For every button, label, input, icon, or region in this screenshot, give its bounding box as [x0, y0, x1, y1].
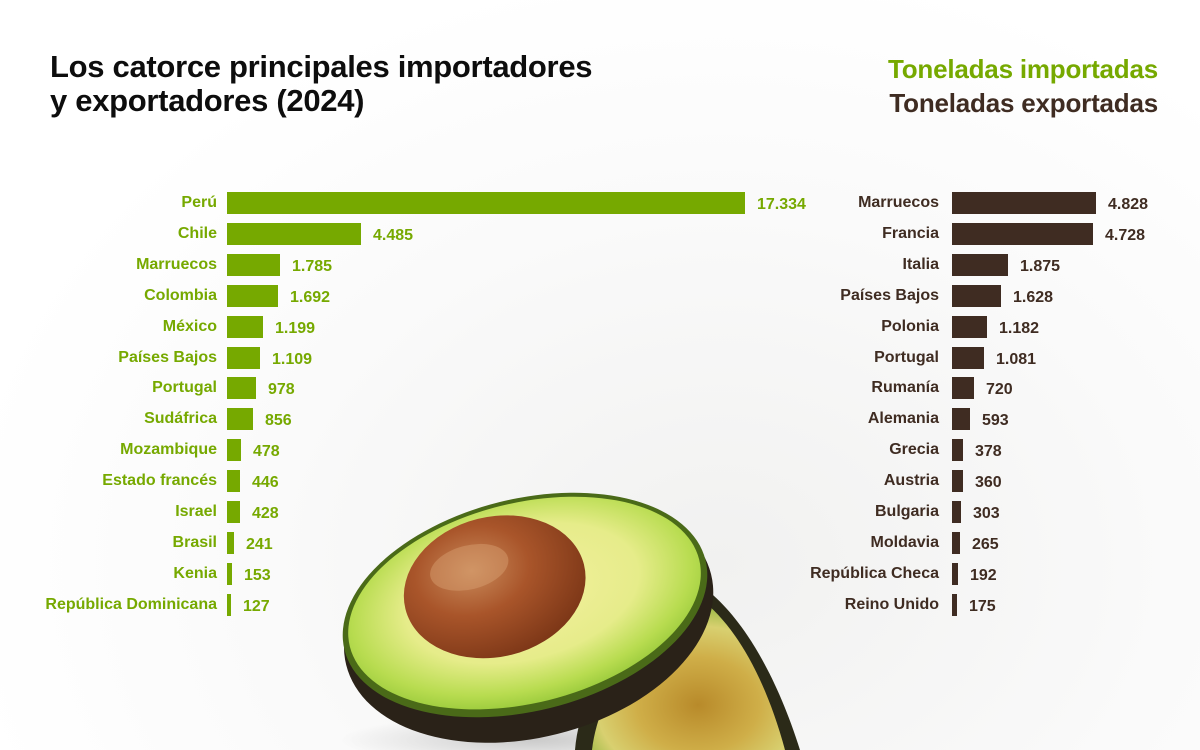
export-value-label: 192	[970, 566, 997, 584]
import-value-label: 4.485	[373, 226, 414, 244]
export-country-label: Italia	[902, 255, 939, 273]
export-bar	[952, 346, 984, 369]
import-bar	[227, 346, 260, 369]
import-country-label: Brasil	[172, 533, 217, 551]
export-country-label: Portugal	[874, 348, 939, 366]
export-country-label: Grecia	[889, 441, 939, 459]
import-country-label: República Dominicana	[45, 595, 217, 613]
import-value-label: 1.199	[275, 319, 316, 337]
export-country-label: Francia	[882, 224, 939, 242]
export-bar	[952, 562, 958, 585]
import-bar	[227, 192, 745, 214]
export-bar	[952, 593, 957, 616]
import-value-label: 478	[253, 443, 280, 461]
export-country-label: República Checa	[810, 564, 939, 582]
legend: Toneladas importadas Toneladas exportada…	[888, 52, 1158, 120]
import-bar	[227, 562, 232, 585]
export-bar	[952, 501, 961, 523]
export-value-label: 175	[969, 597, 996, 615]
export-value-label: 303	[973, 505, 1000, 522]
export-bar	[952, 377, 974, 400]
import-bar	[227, 222, 361, 245]
export-value-label: 593	[982, 412, 1009, 430]
export-country-label: Bulgaria	[874, 503, 939, 520]
import-country-label: Portugal	[152, 379, 217, 397]
export-value-label: 1.628	[1013, 288, 1054, 306]
export-bar	[952, 408, 970, 431]
import-country-label: Perú	[181, 194, 217, 211]
import-bar	[227, 284, 278, 307]
import-bar	[227, 531, 234, 554]
export-country-label: Rumanía	[871, 379, 939, 397]
import-value-label: 856	[265, 412, 292, 430]
export-bar	[952, 284, 1001, 307]
export-bar	[952, 439, 963, 462]
export-value-label: 720	[986, 381, 1013, 399]
import-bar	[227, 315, 263, 338]
import-country-label: Sudáfrica	[144, 410, 217, 428]
import-country-label: Mozambique	[120, 441, 217, 459]
title-line-2: y exportadores (2024)	[50, 83, 365, 118]
import-value-label: 1.692	[290, 288, 331, 306]
import-country-label: Chile	[177, 224, 217, 242]
import-value-label: 241	[246, 535, 273, 553]
import-value-label: 1.785	[292, 257, 333, 275]
export-value-label: 1.875	[1020, 257, 1061, 275]
import-country-label: Marruecos	[136, 255, 217, 273]
export-value-label: 265	[972, 535, 999, 553]
export-value-label: 1.182	[999, 319, 1040, 337]
import-value-label: 1.109	[272, 350, 313, 368]
export-value-label: 1.081	[996, 350, 1037, 368]
export-bar	[952, 470, 963, 493]
export-value-label: 4.828	[1108, 196, 1149, 213]
export-bar	[952, 192, 1096, 214]
export-country-label: Polonia	[881, 317, 939, 335]
import-bar	[227, 470, 240, 493]
export-country-label: Austria	[883, 472, 939, 490]
export-country-label: Países Bajos	[840, 286, 939, 304]
import-country-label: Israel	[175, 503, 217, 520]
legend-exports: Toneladas exportadas	[889, 88, 1158, 118]
import-value-label: 127	[243, 597, 270, 615]
import-bar	[227, 439, 241, 462]
import-value-label: 446	[252, 474, 279, 492]
import-value-label: 17.334	[757, 196, 806, 213]
import-bar	[227, 501, 240, 523]
export-value-label: 378	[975, 443, 1002, 461]
export-value-label: 4.728	[1105, 226, 1146, 244]
import-bar	[227, 377, 256, 400]
export-bar	[952, 315, 987, 338]
export-bar	[952, 531, 960, 554]
export-bar	[952, 222, 1093, 245]
import-value-label: 978	[268, 381, 295, 399]
import-value-label: 153	[244, 566, 271, 584]
legend-imports: Toneladas importadas	[887, 54, 1158, 84]
import-bar	[227, 408, 253, 431]
page-title: Los catorce principales importadores y e…	[50, 49, 593, 118]
import-country-label: Kenia	[173, 564, 217, 582]
export-bar	[952, 253, 1008, 276]
import-bar	[227, 593, 231, 616]
title-line-1: Los catorce principales importadores	[50, 49, 593, 84]
export-country-label: Alemania	[867, 410, 939, 428]
export-value-label: 360	[975, 474, 1002, 492]
import-country-label: Colombia	[144, 286, 217, 304]
export-country-label: Reino Unido	[844, 595, 939, 613]
import-value-label: 428	[252, 505, 279, 522]
import-country-label: Estado francés	[102, 472, 217, 490]
export-country-label: Moldavia	[870, 533, 939, 551]
import-country-label: México	[162, 317, 217, 335]
export-country-label: Marruecos	[858, 194, 939, 211]
import-country-label: Países Bajos	[118, 348, 217, 366]
import-bar	[227, 253, 280, 276]
